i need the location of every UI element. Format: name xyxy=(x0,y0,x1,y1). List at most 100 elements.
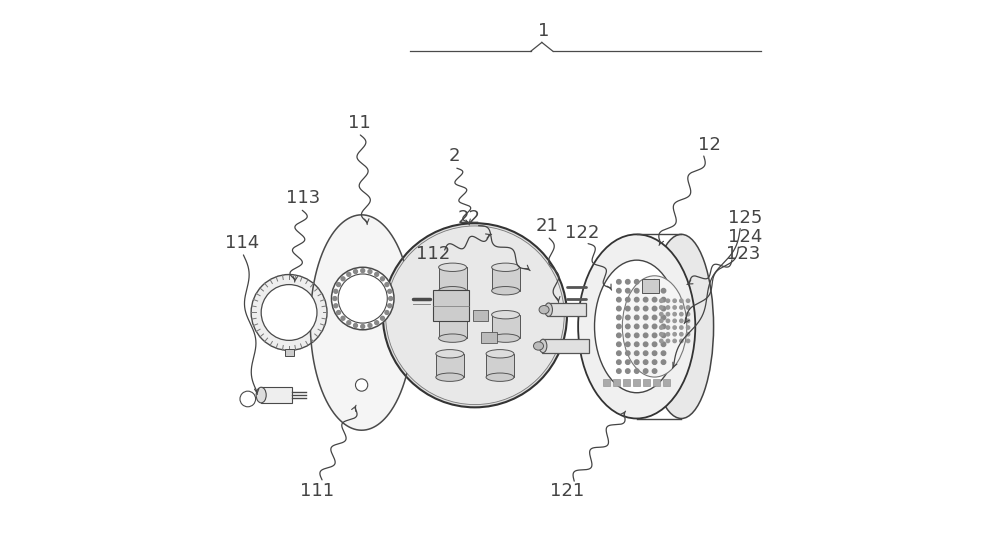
Bar xyxy=(285,349,294,356)
Bar xyxy=(261,387,292,403)
Text: 125: 125 xyxy=(728,209,763,227)
Circle shape xyxy=(626,369,630,373)
Circle shape xyxy=(333,297,337,300)
Ellipse shape xyxy=(622,276,687,377)
Bar xyxy=(492,315,520,338)
Circle shape xyxy=(385,282,389,286)
Circle shape xyxy=(337,282,341,286)
Circle shape xyxy=(626,315,630,320)
Bar xyxy=(433,290,469,321)
Ellipse shape xyxy=(436,373,464,382)
Bar xyxy=(633,379,640,386)
Circle shape xyxy=(652,369,657,373)
Ellipse shape xyxy=(439,263,467,271)
Circle shape xyxy=(251,275,327,350)
Circle shape xyxy=(652,333,657,338)
Circle shape xyxy=(660,306,663,309)
Ellipse shape xyxy=(256,387,266,403)
Ellipse shape xyxy=(439,287,467,295)
Circle shape xyxy=(354,324,357,328)
Bar xyxy=(603,379,610,386)
Circle shape xyxy=(666,333,670,336)
Circle shape xyxy=(626,351,630,355)
Circle shape xyxy=(652,297,657,302)
Bar xyxy=(542,339,589,353)
Circle shape xyxy=(634,351,639,355)
Text: 22: 22 xyxy=(458,209,481,227)
Circle shape xyxy=(643,280,648,284)
Circle shape xyxy=(634,324,639,329)
Circle shape xyxy=(347,272,351,276)
Circle shape xyxy=(686,339,690,343)
Circle shape xyxy=(652,351,657,355)
Circle shape xyxy=(666,319,670,323)
Circle shape xyxy=(666,299,670,302)
Circle shape xyxy=(634,369,639,373)
Circle shape xyxy=(337,310,341,314)
Circle shape xyxy=(341,316,345,320)
Circle shape xyxy=(660,339,663,343)
Circle shape xyxy=(617,351,621,355)
Circle shape xyxy=(626,280,630,284)
Circle shape xyxy=(680,306,683,309)
Circle shape xyxy=(673,312,676,316)
Bar xyxy=(653,379,660,386)
Circle shape xyxy=(661,351,666,355)
Ellipse shape xyxy=(539,339,547,353)
Circle shape xyxy=(634,288,639,293)
Circle shape xyxy=(617,342,621,347)
Circle shape xyxy=(686,326,690,329)
Bar xyxy=(623,379,630,386)
Circle shape xyxy=(617,297,621,302)
Circle shape xyxy=(652,288,657,293)
Ellipse shape xyxy=(439,310,467,319)
Text: 123: 123 xyxy=(726,245,760,263)
Circle shape xyxy=(383,223,567,407)
Circle shape xyxy=(686,319,690,323)
Text: 111: 111 xyxy=(300,482,334,500)
Bar xyxy=(436,354,464,377)
Circle shape xyxy=(686,333,690,336)
Circle shape xyxy=(643,351,648,355)
Circle shape xyxy=(617,288,621,293)
Circle shape xyxy=(617,360,621,364)
Circle shape xyxy=(626,306,630,311)
Ellipse shape xyxy=(436,349,464,358)
Circle shape xyxy=(643,306,648,311)
Circle shape xyxy=(643,324,648,329)
Polygon shape xyxy=(310,215,413,430)
Text: 21: 21 xyxy=(536,217,559,235)
Circle shape xyxy=(652,342,657,347)
Circle shape xyxy=(634,333,639,338)
Circle shape xyxy=(652,315,657,320)
Circle shape xyxy=(334,290,338,294)
Ellipse shape xyxy=(578,234,695,418)
Ellipse shape xyxy=(486,373,514,382)
Circle shape xyxy=(381,316,384,320)
Circle shape xyxy=(643,315,648,320)
Bar xyxy=(643,379,650,386)
Circle shape xyxy=(652,280,657,284)
Circle shape xyxy=(634,280,639,284)
Circle shape xyxy=(680,312,683,316)
Bar xyxy=(473,310,488,321)
Circle shape xyxy=(368,324,372,328)
Bar xyxy=(642,279,659,293)
Bar xyxy=(439,267,467,291)
Circle shape xyxy=(261,285,317,340)
Circle shape xyxy=(661,315,666,320)
Circle shape xyxy=(666,306,670,309)
Circle shape xyxy=(673,326,676,329)
Text: 2: 2 xyxy=(448,147,460,165)
Circle shape xyxy=(643,333,648,338)
Circle shape xyxy=(617,280,621,284)
Circle shape xyxy=(634,360,639,364)
Circle shape xyxy=(355,379,368,391)
Circle shape xyxy=(673,333,676,336)
Circle shape xyxy=(626,297,630,302)
Ellipse shape xyxy=(492,334,520,343)
Circle shape xyxy=(643,342,648,347)
Circle shape xyxy=(617,369,621,373)
Circle shape xyxy=(634,297,639,302)
Circle shape xyxy=(386,226,564,405)
